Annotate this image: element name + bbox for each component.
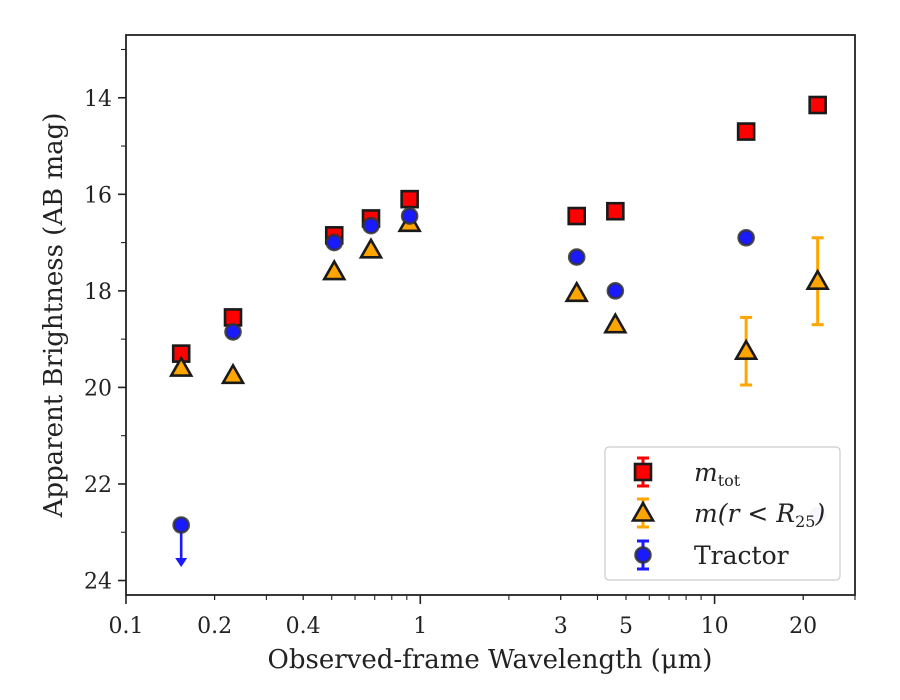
upper-limit-arrowhead <box>175 558 188 567</box>
data-point <box>224 323 242 341</box>
y-tick-label: 22 <box>84 473 112 498</box>
legend-label: mtot <box>694 458 741 490</box>
x-tick-label: 20 <box>789 614 817 639</box>
legend-marker <box>634 546 652 564</box>
data-point <box>400 189 419 209</box>
data-point <box>606 282 625 300</box>
x-tick-label: 5 <box>619 614 633 639</box>
data-point <box>564 280 589 303</box>
y-axis-label: Apparent Brightness (AB mag) <box>39 113 69 519</box>
y-tick-label: 18 <box>84 280 112 305</box>
data-point <box>321 258 347 281</box>
data-point <box>325 233 344 252</box>
data-point <box>358 237 384 259</box>
data-point <box>733 338 759 361</box>
x-tick-label: 0.4 <box>286 614 321 639</box>
legend-marker <box>633 462 653 482</box>
data-point <box>362 216 380 235</box>
data-point <box>567 248 586 266</box>
data-point <box>220 362 246 385</box>
x-tick-label: 10 <box>701 614 729 639</box>
data-point <box>223 308 243 327</box>
series-m-tot <box>171 95 827 363</box>
series-tractor <box>172 207 827 567</box>
legend: mtot m(r < R25) Tractor <box>604 446 841 581</box>
y-tick-label: 20 <box>84 376 112 401</box>
x-tick-label: 1 <box>413 614 427 639</box>
x-tick-label: 0.2 <box>197 614 232 639</box>
y-tick-label: 16 <box>84 183 112 208</box>
legend-marker <box>630 500 656 522</box>
data-point <box>168 355 194 377</box>
x-tick-label: 0.1 <box>109 614 144 639</box>
data-point <box>400 207 419 225</box>
y-tick-label: 14 <box>84 87 112 112</box>
y-tick-label: 24 <box>84 570 112 595</box>
data-point <box>606 201 625 221</box>
data-point <box>808 95 827 115</box>
x-axis: 0.1 0.2 0.4 1 3 5 10 20 <box>109 595 856 639</box>
series-m-r-R25 <box>168 210 830 387</box>
data-point <box>805 268 830 291</box>
x-axis-label: Observed-frame Wavelength (μm) <box>268 645 713 675</box>
data-point <box>603 312 628 334</box>
legend-label: m(r < R25) <box>694 499 825 531</box>
data-point <box>172 516 190 534</box>
data-point <box>736 122 756 141</box>
x-tick-label: 3 <box>554 614 568 639</box>
y-axis: 14 16 18 20 22 24 <box>84 48 126 595</box>
legend-label: Tractor <box>694 541 789 570</box>
legend-frame <box>604 446 841 581</box>
plot-area <box>168 95 830 567</box>
data-point <box>737 228 755 247</box>
data-point <box>567 206 587 226</box>
axes-frame <box>125 34 856 596</box>
